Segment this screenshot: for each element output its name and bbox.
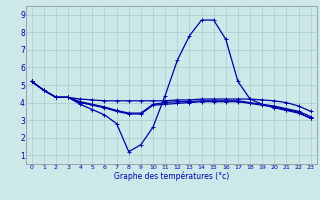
X-axis label: Graphe des températures (°c): Graphe des températures (°c) — [114, 171, 229, 181]
